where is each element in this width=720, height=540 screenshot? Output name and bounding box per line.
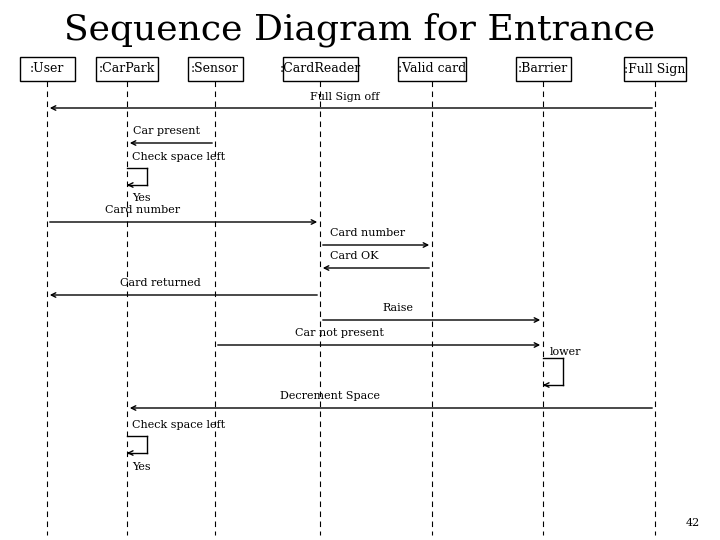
Bar xyxy=(96,57,158,81)
Bar xyxy=(398,57,466,81)
Bar xyxy=(188,57,243,81)
Bar xyxy=(283,57,358,81)
Text: :User: :User xyxy=(30,63,64,76)
Text: Card number: Card number xyxy=(105,205,180,215)
Text: 42: 42 xyxy=(685,518,700,528)
Text: Yes: Yes xyxy=(132,193,150,203)
Text: Decrement Space: Decrement Space xyxy=(280,391,380,401)
Text: Card number: Card number xyxy=(330,228,405,238)
Text: :Barrier: :Barrier xyxy=(518,63,568,76)
Text: :Full Sign: :Full Sign xyxy=(624,63,685,76)
Bar xyxy=(624,57,686,81)
Text: Car present: Car present xyxy=(133,126,200,136)
Text: Car not present: Car not present xyxy=(295,328,384,338)
Text: Sequence Diagram for Entrance: Sequence Diagram for Entrance xyxy=(64,13,656,47)
Text: :CarPark: :CarPark xyxy=(99,63,156,76)
Bar xyxy=(20,57,75,81)
Text: :CardReader: :CardReader xyxy=(279,63,361,76)
Text: Card OK: Card OK xyxy=(330,251,379,261)
Text: Full Sign off: Full Sign off xyxy=(310,92,379,102)
Text: Check space left: Check space left xyxy=(132,420,225,430)
Bar xyxy=(516,57,571,81)
Text: lower: lower xyxy=(550,347,582,357)
Text: Raise: Raise xyxy=(382,303,413,313)
Text: Yes: Yes xyxy=(132,462,150,472)
Text: :Valid card: :Valid card xyxy=(398,63,466,76)
Text: Check space left: Check space left xyxy=(132,152,225,162)
Text: :Sensor: :Sensor xyxy=(191,63,239,76)
Text: Card returned: Card returned xyxy=(120,278,201,288)
